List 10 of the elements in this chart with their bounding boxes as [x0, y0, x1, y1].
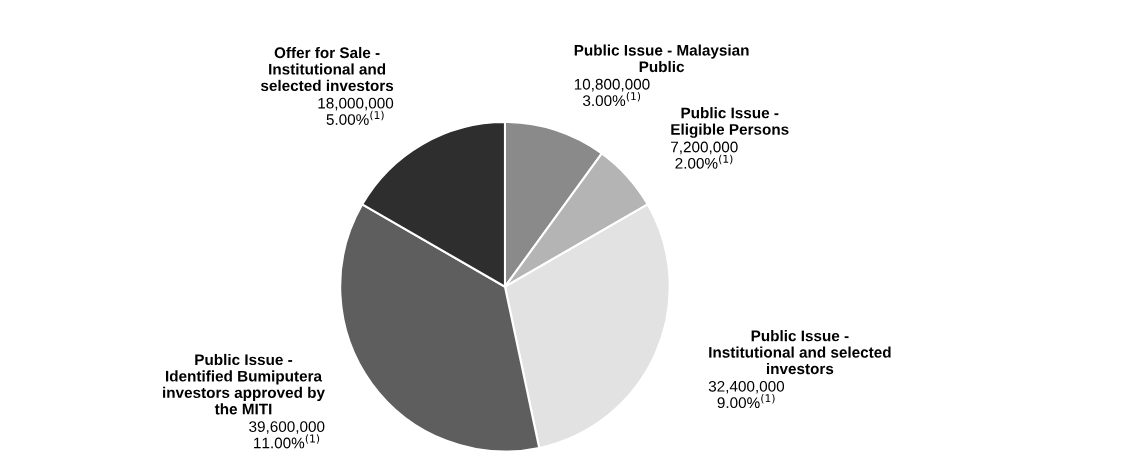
slice-label: Public Issue - Institutional and selected investors	[709, 330, 891, 375]
data-label: 18,000,000 5.00%$^{(1)}$	[318, 97, 394, 125]
slice-label: Offer for Sale - Institutional and selected investors	[260, 46, 394, 92]
data-label: 7,200,000 2.00%$^{(1)}$	[671, 141, 738, 169]
slice-label: Public Issue - Eligible Persons	[671, 107, 789, 138]
slice-label: Public Issue - Identified Bumiputera investors approved by the MITI	[163, 353, 325, 415]
data-label: 39,600,000 11.00%$^{(1)}$	[249, 421, 325, 449]
data-label: 10,800,000 3.00%$^{(1)}$	[574, 78, 650, 107]
slice-label: Public Issue - Malaysian Public	[574, 44, 749, 73]
data-label: 32,400,000 9.00%$^{(1)}$	[708, 380, 785, 409]
